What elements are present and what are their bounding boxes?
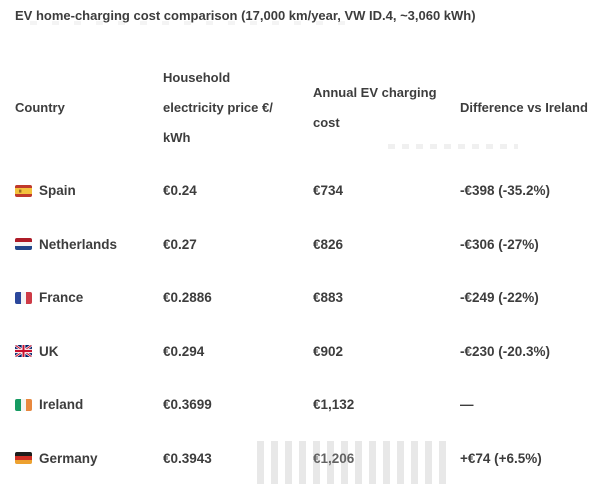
table-row-ireland: Ireland €0.3699€1,132— (15, 378, 614, 432)
country-name: Germany (39, 451, 98, 466)
table-row-germany: Germany €0.3943€1,206+€74 (+6.5%) (15, 432, 614, 485)
country-cell: France (15, 290, 163, 305)
difference-cell: +€74 (+6.5%) (460, 451, 614, 466)
country-name: UK (39, 344, 59, 359)
spain-flag (15, 185, 32, 197)
country-cell: Germany (15, 451, 163, 466)
column-header-line: Country (15, 93, 65, 123)
difference-cell: -€398 (-35.2%) (460, 183, 614, 198)
annual-cost-cell: €1,132 (313, 397, 460, 412)
difference-cell: -€249 (-22%) (460, 290, 614, 305)
country-cell: Ireland (15, 397, 163, 412)
column-header-line: Household (163, 63, 313, 93)
column-header-country: Country (15, 93, 163, 123)
country-cell: Spain (15, 183, 163, 198)
electricity-price-cell: €0.24 (163, 183, 313, 198)
difference-cell: -€230 (-20.3%) (460, 344, 614, 359)
country-cell: UK (15, 344, 163, 359)
country-name: Netherlands (39, 237, 117, 252)
electricity-price-cell: €0.2886 (163, 290, 313, 305)
column-header-line: Difference vs Ireland (460, 93, 614, 123)
france-flag (15, 292, 32, 304)
country-name: Spain (39, 183, 76, 198)
table-row-uk: UK €0.294€902-€230 (-20.3%) (15, 325, 614, 379)
germany-flag (15, 452, 32, 464)
table-row-france: France €0.2886€883-€249 (-22%) (15, 271, 614, 325)
annual-cost-cell: €902 (313, 344, 460, 359)
column-header-line: electricity price €/ (163, 93, 313, 123)
electricity-price-cell: €0.3943 (163, 451, 313, 466)
column-header-line: kWh (163, 123, 313, 153)
annual-cost-cell: €1,206 (313, 451, 460, 466)
table-body: Spain €0.24€734-€398 (-35.2%) Netherlands €… (15, 164, 614, 485)
country-name: Ireland (39, 397, 83, 412)
difference-cell: — (460, 397, 614, 412)
annual-cost-cell: €826 (313, 237, 460, 252)
uk-flag (15, 345, 32, 357)
electricity-price-cell: €0.294 (163, 344, 313, 359)
column-header-line: Annual EV charging (313, 78, 460, 108)
column-header-line: cost (313, 108, 460, 138)
table-row-netherlands: Netherlands €0.27€826-€306 (-27%) (15, 218, 614, 272)
country-name: France (39, 290, 83, 305)
table-row-spain: Spain €0.24€734-€398 (-35.2%) (15, 164, 614, 218)
column-header-difference: Difference vs Ireland (460, 93, 614, 123)
difference-cell: -€306 (-27%) (460, 237, 614, 252)
annual-cost-cell: €734 (313, 183, 460, 198)
country-cell: Netherlands (15, 237, 163, 252)
electricity-price-cell: €0.3699 (163, 397, 313, 412)
electricity-price-cell: €0.27 (163, 237, 313, 252)
annual-cost-cell: €883 (313, 290, 460, 305)
page-title: EV home-charging cost comparison (17,000… (15, 7, 614, 24)
netherlands-flag (15, 238, 32, 250)
ireland-flag (15, 399, 32, 411)
